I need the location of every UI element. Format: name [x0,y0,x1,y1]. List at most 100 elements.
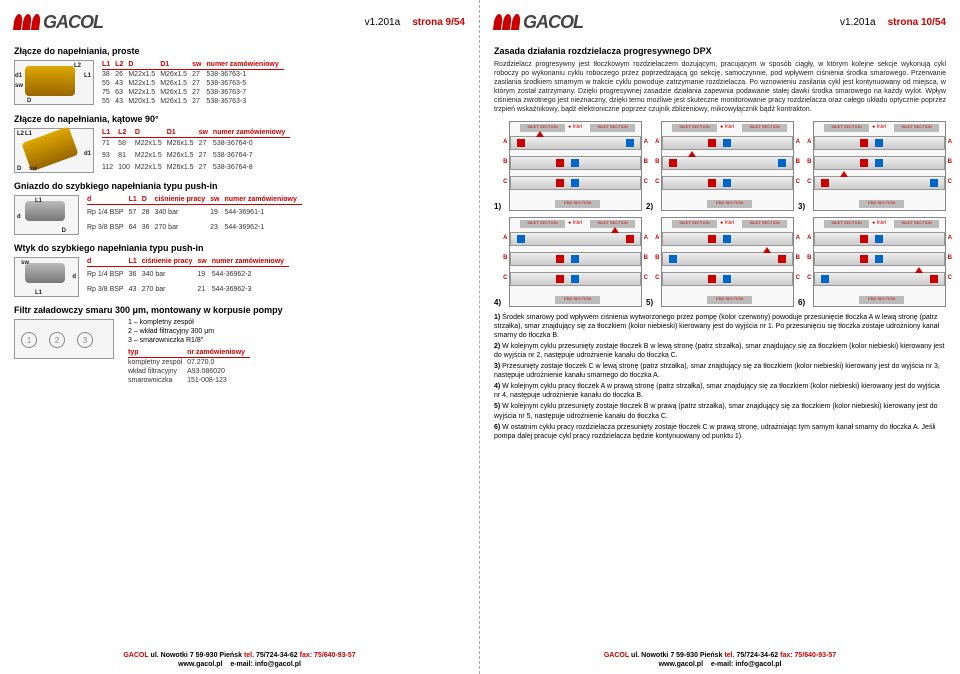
piston-label: B [948,255,952,261]
label-d: d [17,214,21,220]
footer-company: GACOL [123,652,148,659]
header-meta: v1.201a strona 9/54 [365,17,465,28]
label-sw: sw [29,166,37,172]
piston-row-B: BB [510,252,641,266]
section2-title: Złącze do napełniania, kątowe 90° [14,114,465,124]
page-number: strona 9/54 [412,17,465,28]
table-row: 5543M22x1.5M26x1.527538-36763-5 [102,79,284,88]
page-left: GACOL v1.201a strona 9/54 Złącze do nape… [0,0,480,674]
label-L1: L1 [84,73,91,79]
piston-row-C: CC [814,176,945,190]
dpx-diagram-1: INLET SECTIONINLET SECTION● InletAABBCCE… [509,121,642,211]
col-header: L2 [115,60,128,70]
table-row: wkład filtracyjnyA93.086020 [128,367,250,376]
col-header: D1 [160,60,192,70]
cell: smarowniczka [128,376,187,385]
piston-label: B [796,255,800,261]
cell: 55 [102,97,115,106]
col-header: D1 [167,128,199,138]
logo: GACOL [494,12,583,33]
label-sw: sw [21,260,29,266]
piston-row-B: BB [662,252,793,266]
section5-title: Filtr załadowczy smaru 300 μm, montowany… [14,305,465,315]
piston-label: B [644,159,648,165]
header-right: GACOL v1.201a strona 10/54 [494,8,946,36]
cell: 27 [199,161,213,173]
cell: 43 [115,79,128,88]
cell: M22x1.5 [128,79,160,88]
inlet-section-label: INLET SECTION [894,220,939,228]
piston-label: C [644,275,648,281]
label-D: D [62,228,66,234]
table-row: smarowniczka151-008-123 [128,376,250,385]
logo-text: GACOL [523,12,583,33]
col-header: L2 [118,128,135,138]
piston-row-C: CC [814,272,945,286]
plug-diagram: sw d L1 [14,257,79,297]
cell: 71 [102,138,118,150]
piston-row-B: BB [814,252,945,266]
piston-label: C [503,179,507,185]
col-header: numer zamówieniowy [212,257,289,267]
piston-label: C [807,275,811,281]
dpx-body: Rozdzielacz progresywny jest tłoczkowym … [494,60,946,115]
label-d1: d1 [84,151,91,157]
label-D: D [17,166,21,172]
cell: A93.086020 [187,367,250,376]
footer-email-label: e-mail: [230,661,253,668]
footer-fax-label: fax: [300,652,312,659]
fitting-diagram-90: L1 L2 d1 D sw [14,128,94,173]
piston-label: B [807,255,811,261]
cell: Rp 3/8 BSP [87,282,129,297]
inlet-section-label: INLET SECTION [672,124,717,132]
piston-row-C: CC [510,272,641,286]
list-item: 1) Środek smarowy pod wpływem ciśnienia … [494,313,946,340]
dpx-title: Zasada działania rozdzielacza progresywn… [494,46,946,56]
list-item: 2) W kolejnym cyklu przesunięty zostaje … [494,342,946,360]
cell: 28 [142,205,155,221]
filter-item-3: 3 – smarowniczka R1/8" [128,337,250,344]
col-header: sw [197,257,211,267]
filter-legend: 1 – kompletny zespół 2 – wkład filtracyj… [128,319,250,385]
footer-fax-label: fax: [780,652,792,659]
label-L1: L1 [25,131,32,137]
dpx-diagram-6: INLET SECTIONINLET SECTION● InletAABBCCE… [813,217,946,307]
cell: 64 [129,220,142,235]
end-section-label: END SECTION [707,200,752,208]
socket-diagram: d L1 D [14,195,79,235]
table-row: Rp 1/4 BSP5728340 bar19544-36961-1 [87,205,302,221]
cell: 81 [118,150,135,162]
end-section-label: END SECTION [555,296,600,304]
list-item: 5) W kolejnym cyklu przesunięty zostaje … [494,402,946,420]
inlet-section-label: INLET SECTION [672,220,717,228]
cell: 270 bar [155,220,211,235]
piston-label: A [503,139,507,145]
piston-label: A [644,139,648,145]
cell: kompletny zespół [128,358,187,368]
piston-row-A: AA [814,136,945,150]
cell: M20x1.5 [128,97,160,106]
footer-fax: 75/640-93-57 [795,652,837,659]
piston-row-A: AA [510,232,641,246]
col-header: ciśnienie pracy [142,257,198,267]
cell: M26x1.5 [167,138,199,150]
table-row: 112100M22x1.5M26x1.527538-36764-8 [102,161,290,173]
end-section-label: END SECTION [555,200,600,208]
section2: L1 L2 d1 D sw L1L2DD1swnumer zamówieniow… [14,128,465,173]
table-row: 7563M22x1.5M26x1.527538-36763-7 [102,88,284,97]
cell: M26x1.5 [160,70,192,80]
table4: dL1ciśnienie pracyswnumer zamówieniowyRp… [87,257,289,297]
table3: dL1Dciśnienie pracyswnumer zamówieniowyR… [87,195,302,235]
footer-tel: 75/724-34-62 [737,652,779,659]
cell: 27 [192,79,206,88]
cell: Rp 3/8 BSP [87,220,129,235]
footer-web: www.gacol.pl [659,661,703,668]
table-row: Rp 3/8 BSP43270 bar21544-36962-3 [87,282,289,297]
cell: 23 [210,220,224,235]
cell: 340 bar [155,205,211,221]
dpx-row2: 4) INLET SECTIONINLET SECTION● InletAABB… [494,217,946,307]
piston-row-C: CC [510,176,641,190]
end-section-label: END SECTION [859,296,904,304]
col-header: D [142,195,155,205]
piston-label: C [796,275,800,281]
